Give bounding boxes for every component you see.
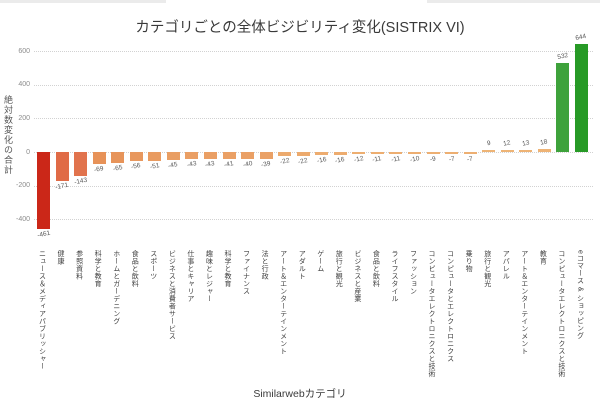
bar bbox=[55, 152, 69, 181]
bar bbox=[111, 152, 125, 163]
category-label: ライフスタイル bbox=[390, 250, 398, 303]
bar bbox=[222, 152, 236, 159]
bar bbox=[500, 149, 514, 152]
y-axis-title: 絶対数変化の合計 bbox=[3, 95, 13, 175]
category-label: アパレル bbox=[502, 250, 510, 280]
y-tick-label: 200 bbox=[18, 114, 30, 122]
y-tick-label: 400 bbox=[18, 81, 30, 89]
x-axis-title: Similarwebカテゴリ bbox=[253, 388, 347, 400]
category-label: ゲーム bbox=[316, 250, 324, 273]
bar bbox=[463, 152, 477, 154]
category-label: コンピュータとエレクトロニクス bbox=[446, 250, 454, 363]
bar bbox=[203, 152, 217, 160]
bar bbox=[482, 150, 496, 152]
category-label: 食品と飲料 bbox=[372, 250, 380, 288]
category-label: 乗り物 bbox=[465, 250, 473, 273]
gridline bbox=[34, 51, 593, 53]
category-label: 旅行と観光 bbox=[335, 250, 343, 288]
category-label: 健康 bbox=[57, 250, 65, 265]
y-tick-label: -200 bbox=[15, 182, 30, 190]
bar bbox=[166, 152, 180, 160]
bar bbox=[537, 148, 551, 152]
bar bbox=[259, 152, 273, 159]
chart-title: カテゴリごとの全体ビジビリティ変化(SISTRIX VI) bbox=[135, 20, 465, 36]
category-label: ファイナンス bbox=[242, 250, 250, 295]
y-tick-label: 600 bbox=[18, 47, 30, 55]
bar bbox=[129, 152, 143, 162]
bar bbox=[426, 152, 440, 154]
bar bbox=[296, 152, 310, 156]
bar bbox=[74, 152, 88, 177]
category-label: 仕事とキャリア bbox=[186, 250, 194, 303]
category-label: 参照資料 bbox=[75, 250, 83, 280]
category-label: 趣味とレジャー bbox=[205, 250, 213, 303]
bar bbox=[185, 152, 199, 160]
bar bbox=[148, 152, 162, 161]
bar bbox=[333, 152, 347, 155]
category-label: ホームとガーデニング bbox=[112, 250, 120, 325]
category-label: ビジネスと消費者サービス bbox=[168, 250, 176, 340]
category-label: 教育 bbox=[539, 250, 547, 265]
category-label: アダルト bbox=[298, 250, 306, 280]
gridline bbox=[34, 118, 593, 120]
category-label: 旅行と観光 bbox=[483, 250, 491, 288]
category-label: アート＆エンターテインメント bbox=[279, 250, 287, 355]
gridline bbox=[34, 84, 593, 86]
category-label: 食品と飲料 bbox=[131, 250, 139, 288]
bar-value-label: -461 bbox=[36, 230, 51, 240]
category-label: ビジネスと産業 bbox=[353, 250, 361, 303]
gridline bbox=[34, 219, 593, 221]
bar bbox=[445, 152, 459, 154]
bar-value-label: -143 bbox=[73, 176, 88, 187]
bar bbox=[389, 152, 403, 154]
bar bbox=[315, 152, 329, 155]
bar bbox=[92, 152, 106, 164]
bar bbox=[241, 152, 255, 159]
top-edge-artifact-right bbox=[427, 0, 600, 3]
category-label: ニュース＆メディアパブリッシャー bbox=[38, 250, 46, 370]
bar bbox=[278, 152, 292, 156]
gridline bbox=[34, 152, 593, 153]
bar bbox=[519, 149, 533, 152]
category-label: スポーツ bbox=[149, 250, 157, 280]
bar-value-label: 532 bbox=[556, 51, 569, 61]
category-label: コンピュータエレクトロニクスと技術 bbox=[557, 250, 565, 378]
category-label: ファッション bbox=[409, 250, 417, 295]
bar bbox=[408, 152, 421, 154]
category-label: 法と行政 bbox=[261, 250, 269, 280]
bar bbox=[352, 152, 366, 155]
bar bbox=[574, 43, 588, 152]
bar bbox=[370, 152, 384, 154]
bar-value-label: 644 bbox=[575, 32, 588, 42]
category-label: アート＆エンターテインメント bbox=[520, 250, 528, 355]
category-label: eコマース & ショッピング bbox=[576, 250, 584, 340]
y-tick-label: -400 bbox=[15, 215, 30, 223]
category-label: 科学と教育 bbox=[224, 250, 231, 288]
y-tick-label: 0 bbox=[26, 148, 30, 156]
gridline bbox=[34, 185, 593, 187]
bar bbox=[37, 152, 50, 230]
category-label: コンピュータエレクトロニクスと技術 bbox=[428, 250, 436, 378]
category-label: 科学と教育 bbox=[94, 250, 102, 288]
top-edge-artifact-left bbox=[0, 0, 166, 3]
bar bbox=[556, 62, 570, 152]
